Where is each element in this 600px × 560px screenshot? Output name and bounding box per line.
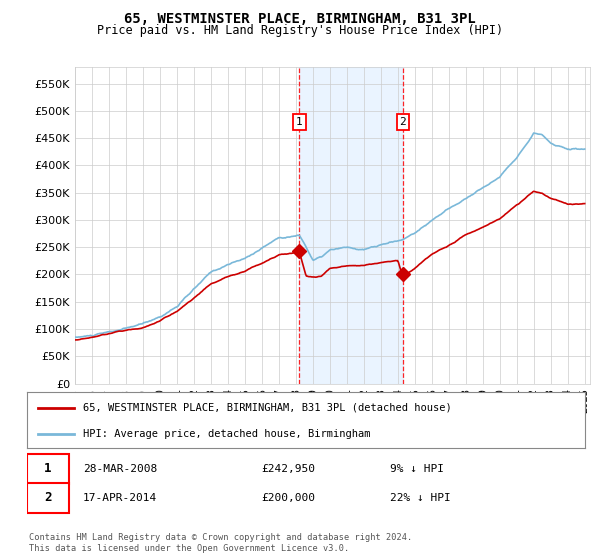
Text: Price paid vs. HM Land Registry's House Price Index (HPI): Price paid vs. HM Land Registry's House … (97, 24, 503, 37)
FancyBboxPatch shape (27, 454, 69, 484)
Text: 1: 1 (44, 462, 52, 475)
Text: 2: 2 (400, 116, 406, 127)
Text: 17-APR-2014: 17-APR-2014 (83, 493, 157, 503)
Text: 65, WESTMINSTER PLACE, BIRMINGHAM, B31 3PL (detached house): 65, WESTMINSTER PLACE, BIRMINGHAM, B31 3… (83, 403, 452, 413)
Text: 28-MAR-2008: 28-MAR-2008 (83, 464, 157, 474)
Text: 9% ↓ HPI: 9% ↓ HPI (390, 464, 444, 474)
Text: HPI: Average price, detached house, Birmingham: HPI: Average price, detached house, Birm… (83, 429, 370, 439)
Text: 1: 1 (296, 116, 303, 127)
Text: 22% ↓ HPI: 22% ↓ HPI (390, 493, 451, 503)
Text: Contains HM Land Registry data © Crown copyright and database right 2024.
This d: Contains HM Land Registry data © Crown c… (29, 533, 412, 553)
FancyBboxPatch shape (27, 483, 69, 513)
Text: £200,000: £200,000 (262, 493, 316, 503)
Text: 65, WESTMINSTER PLACE, BIRMINGHAM, B31 3PL: 65, WESTMINSTER PLACE, BIRMINGHAM, B31 3… (124, 12, 476, 26)
Text: 2: 2 (44, 491, 52, 505)
Bar (299, 67, 403, 384)
Text: £242,950: £242,950 (262, 464, 316, 474)
